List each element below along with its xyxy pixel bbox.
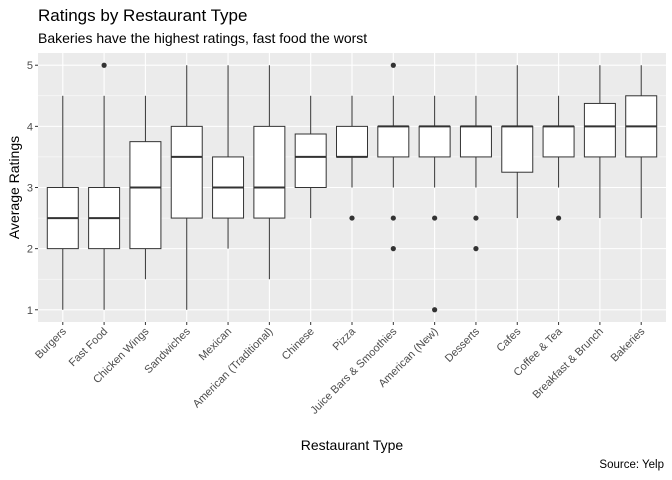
box	[336, 125, 368, 158]
outlier-point	[390, 62, 396, 68]
x-axis-title: Restaurant Type	[301, 437, 404, 453]
chart-subtitle: Bakeries have the highest ratings, fast …	[38, 30, 368, 46]
x-tick-label: Fast Food	[67, 326, 111, 370]
y-axis-title: Average Ratings	[6, 136, 22, 239]
box	[294, 133, 327, 188]
x-tick-label: Chinese	[280, 326, 317, 363]
y-tick-label: 1	[27, 305, 33, 317]
box	[459, 125, 492, 158]
y-tick-label: 4	[27, 121, 33, 133]
outlier-point	[432, 215, 438, 221]
y-tick-label: 3	[27, 183, 33, 195]
y-tick-label: 2	[27, 244, 33, 256]
outlier-point	[473, 246, 479, 252]
x-tick-label: Pizza	[331, 325, 359, 353]
outlier-point	[432, 307, 438, 313]
box	[129, 141, 162, 250]
x-tick-label: Breakfast & Brunch	[531, 326, 607, 402]
box	[501, 125, 534, 173]
x-tick-label: Mexican	[197, 326, 234, 363]
chart-caption: Source: Yelp	[599, 459, 664, 471]
outlier-point	[390, 215, 396, 221]
box	[377, 125, 410, 158]
outlier-point	[473, 215, 479, 221]
x-tick-label: Bakeries	[609, 325, 648, 364]
outlier-point	[349, 215, 355, 221]
y-tick-label: 5	[27, 60, 33, 72]
x-tick-label: American (Traditional)	[191, 326, 276, 411]
outlier-point	[101, 62, 107, 68]
x-tick-label: Desserts	[443, 325, 483, 365]
box	[253, 125, 286, 219]
x-tick-label: Cafes	[495, 325, 524, 354]
box	[542, 125, 575, 158]
box	[583, 102, 616, 158]
box	[418, 125, 451, 158]
chart-title: Ratings by Restaurant Type	[38, 6, 248, 25]
box	[170, 125, 203, 219]
outlier-point	[555, 215, 562, 221]
outlier-point	[390, 246, 396, 252]
x-tick-label: Burgers	[33, 325, 69, 361]
